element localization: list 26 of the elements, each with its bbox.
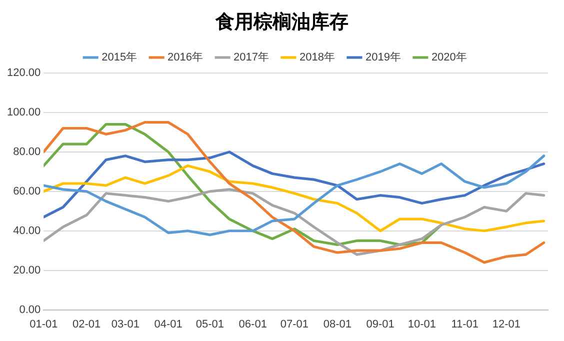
legend-label: 2015年 [102, 52, 138, 64]
x-tick-label: 12-01 [492, 318, 521, 330]
y-tick-label: 20.00 [13, 264, 41, 276]
x-tick-label: 05-01 [196, 318, 224, 330]
x-tick-label: 06-01 [238, 318, 267, 330]
x-tick-label: 08-01 [323, 318, 352, 330]
x-tick-label: 02-01 [72, 318, 101, 330]
x-tick-label: 10-01 [408, 318, 436, 330]
y-tick-label: 80.00 [13, 146, 41, 158]
x-tick-label: 11-01 [451, 318, 479, 330]
legend-label: 2020年 [431, 52, 467, 64]
y-tick-label: 100.00 [6, 106, 41, 118]
legend-label: 2019年 [365, 52, 401, 64]
chart-title: 食用棕榈油库存 [214, 10, 350, 35]
x-tick-label: 03-01 [111, 318, 140, 330]
x-tick-label: 09-01 [366, 318, 394, 330]
x-tick-label: 04-01 [154, 318, 182, 330]
y-tick-label: 60.00 [13, 185, 41, 198]
legend-label: 2016年 [168, 52, 204, 64]
legend-label: 2017年 [234, 52, 270, 64]
y-tick-label: 120.00 [6, 67, 41, 80]
legend-label: 2018年 [300, 52, 335, 64]
x-tick-label: 07-01 [280, 318, 309, 330]
y-tick-label: 40.00 [13, 224, 41, 237]
y-tick-label: 0.00 [19, 304, 41, 316]
x-tick-label: 01-01 [30, 318, 58, 330]
